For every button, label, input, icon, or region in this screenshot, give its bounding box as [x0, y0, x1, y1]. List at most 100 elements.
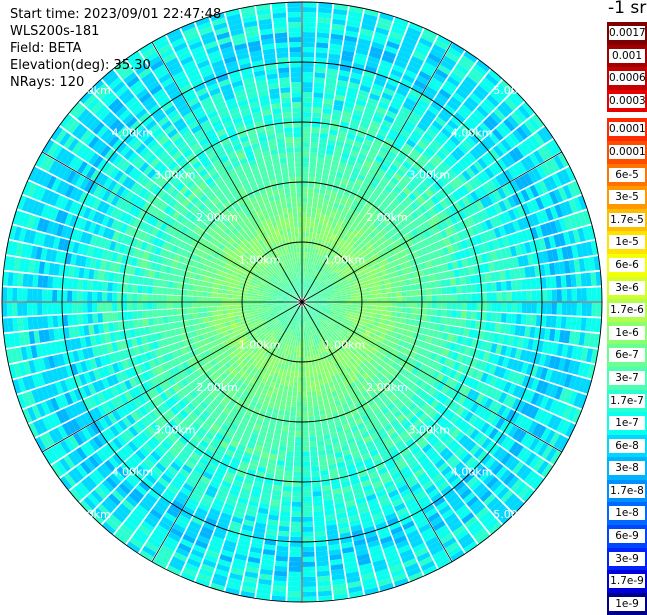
data-cell — [274, 565, 288, 572]
data-cell — [302, 62, 314, 68]
data-cell — [520, 189, 531, 202]
data-cell — [409, 166, 419, 176]
data-cell — [310, 456, 319, 462]
data-cell — [292, 486, 302, 492]
data-cell — [317, 157, 325, 164]
data-cell — [460, 319, 466, 328]
data-cell — [507, 196, 517, 208]
data-cell — [458, 84, 472, 96]
data-cell — [318, 193, 325, 200]
data-cell — [475, 125, 488, 138]
data-cell — [347, 86, 359, 95]
data-cell — [332, 282, 338, 286]
data-cell — [311, 274, 315, 280]
data-cell — [360, 261, 367, 267]
data-cell — [279, 515, 291, 522]
data-cell — [544, 160, 556, 175]
data-cell — [359, 148, 369, 156]
data-cell — [318, 142, 327, 149]
data-cell — [480, 138, 492, 151]
data-cell — [292, 496, 302, 502]
data-cell — [473, 109, 486, 122]
data-cell — [512, 163, 523, 177]
data-cell — [302, 182, 308, 188]
data-cell — [328, 238, 334, 244]
data-cell — [302, 27, 316, 33]
data-cell — [366, 60, 379, 69]
data-cell — [313, 228, 318, 234]
data-cell — [314, 259, 318, 265]
data-cell — [346, 304, 352, 308]
data-cell — [369, 224, 376, 232]
data-cell — [315, 62, 327, 69]
data-cell — [510, 180, 520, 193]
data-cell — [302, 421, 309, 427]
data-cell — [393, 119, 404, 129]
data-cell — [359, 169, 368, 178]
data-cell — [380, 228, 388, 236]
data-cell — [287, 390, 293, 397]
data-cell — [442, 246, 450, 256]
data-cell — [367, 275, 374, 281]
data-cell — [364, 201, 373, 209]
data-cell — [315, 270, 320, 276]
data-cell — [303, 292, 306, 298]
data-cell — [302, 17, 316, 23]
data-cell — [531, 290, 537, 302]
data-cell — [491, 302, 497, 312]
data-cell — [415, 208, 424, 217]
data-cell — [287, 591, 302, 597]
data-cell — [317, 440, 325, 447]
data-cell — [288, 566, 302, 572]
data-cell — [287, 365, 292, 372]
data-cell — [455, 88, 469, 100]
data-cell — [326, 144, 335, 151]
data-cell — [374, 317, 381, 323]
data-cell — [464, 76, 478, 88]
data-cell — [401, 307, 407, 313]
data-cell — [306, 257, 309, 263]
data-cell — [531, 113, 545, 128]
data-cell — [350, 72, 363, 80]
data-cell — [303, 292, 306, 298]
data-cell — [305, 237, 309, 243]
data-cell — [302, 192, 308, 198]
data-cell — [390, 189, 399, 198]
data-cell — [307, 356, 312, 362]
data-cell — [413, 79, 427, 90]
data-cell — [411, 148, 422, 158]
data-cell — [471, 311, 477, 320]
data-cell — [365, 156, 375, 164]
data-cell — [306, 386, 312, 392]
data-cell — [398, 257, 405, 265]
data-cell — [364, 268, 371, 274]
data-cell — [403, 225, 411, 234]
data-cell — [549, 190, 559, 205]
data-cell — [327, 63, 339, 70]
data-cell — [379, 124, 390, 133]
data-cell — [416, 172, 426, 182]
data-cell — [387, 222, 395, 230]
data-cell — [320, 250, 325, 257]
data-cell — [388, 128, 399, 138]
data-cell — [316, 167, 323, 174]
data-cell — [310, 147, 318, 153]
data-cell — [346, 237, 353, 244]
data-cell — [302, 376, 306, 382]
data-cell — [426, 288, 432, 296]
data-cell — [312, 486, 322, 492]
data-cell — [356, 305, 362, 309]
data-cell — [322, 284, 328, 289]
data-cell — [541, 289, 547, 302]
data-cell — [520, 314, 527, 325]
data-cell — [334, 247, 340, 254]
data-cell — [443, 172, 454, 182]
data-cell — [348, 282, 355, 287]
data-cell — [278, 450, 286, 457]
data-cell — [314, 270, 318, 276]
data-cell — [434, 241, 442, 250]
data-cell — [355, 225, 362, 232]
data-cell — [368, 245, 375, 252]
data-cell — [397, 203, 406, 212]
data-cell — [449, 135, 461, 146]
